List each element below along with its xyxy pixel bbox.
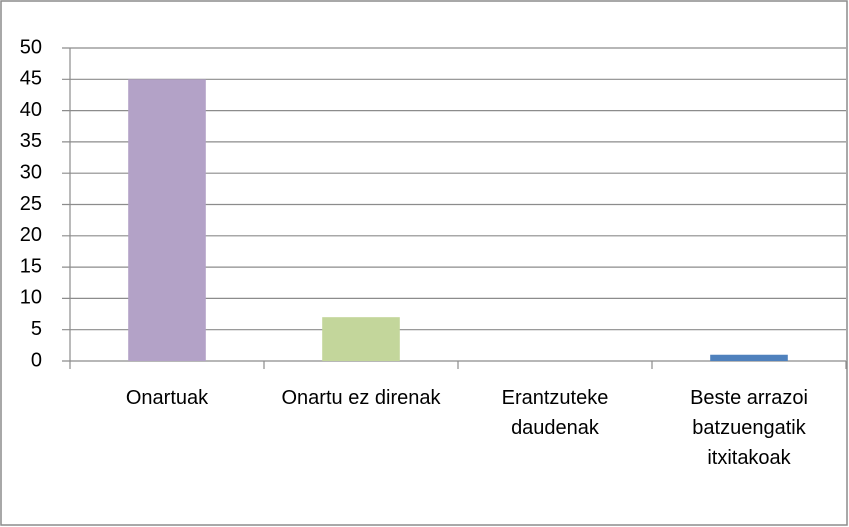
- x-tick-label: Beste arrazoi batzuengatik itxitakoak: [690, 387, 808, 469]
- y-tick-label: 40: [20, 99, 42, 121]
- y-tick-label: 35: [20, 130, 42, 152]
- bar: [128, 79, 206, 362]
- x-tick-label: Erantzuteke daudenak: [501, 387, 609, 439]
- y-tick-label: 20: [20, 224, 42, 246]
- y-tick-label: 25: [20, 193, 42, 215]
- y-tick-label: 5: [31, 318, 42, 340]
- x-tick-label: Onartu ez direnak: [281, 387, 441, 409]
- bar: [710, 354, 788, 361]
- y-tick-label: 0: [31, 349, 42, 371]
- y-tick-label: 10: [20, 287, 42, 309]
- y-tick-label: 15: [20, 255, 42, 277]
- x-tick-label: Onartuak: [125, 387, 209, 409]
- bar: [322, 317, 400, 361]
- y-tick-label: 45: [20, 68, 42, 90]
- y-tick-label: 30: [20, 161, 42, 183]
- y-tick-label: 50: [20, 36, 42, 58]
